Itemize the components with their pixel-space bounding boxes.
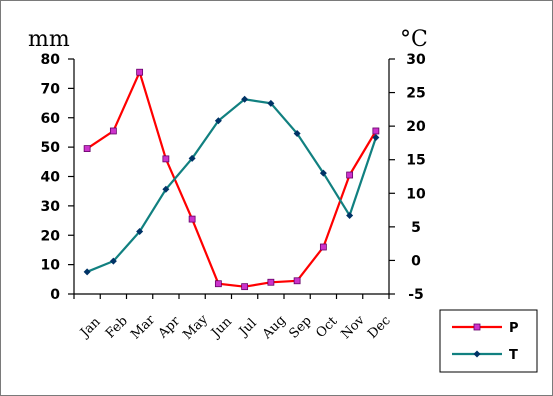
y-right-tick-label: 0: [411, 253, 421, 269]
x-tick-label: Oct: [313, 313, 341, 341]
y-right-tick-label: 25: [406, 86, 425, 102]
data-point-P: [267, 278, 275, 286]
data-point-P: [372, 127, 380, 135]
x-tick-label: Aug: [259, 313, 289, 343]
legend-label: T: [509, 348, 518, 363]
x-tick-label: Nov: [338, 312, 368, 342]
data-point-T: [136, 228, 144, 236]
data-point-T: [346, 211, 354, 219]
y-right-ticks: -5 0 5 10 15 20 25 30: [389, 52, 426, 303]
data-point-P: [319, 243, 327, 251]
series-line-P: [86, 69, 377, 288]
data-point-T: [162, 185, 170, 193]
legend-items: PT: [452, 321, 519, 363]
data-point-P: [136, 68, 144, 76]
data-point-T: [372, 134, 380, 142]
y-left-tick-label: 60: [41, 111, 61, 127]
data-point-P: [241, 283, 249, 291]
data-point-P: [83, 145, 91, 152]
y-left-tick-label: 0: [50, 287, 60, 303]
series-line-T: [86, 98, 377, 273]
x-tick-label: Mar: [128, 312, 158, 342]
data-point-T: [293, 130, 301, 138]
x-tick-label: Sep: [287, 313, 315, 341]
y-right-unit-label: °C: [400, 27, 428, 52]
data-point-T: [109, 257, 117, 265]
legend-box: [439, 309, 538, 373]
x-tick-label: Apr: [155, 313, 184, 342]
data-point-T: [241, 95, 249, 103]
data-point-T: [214, 117, 222, 125]
y-right-tick-label: 15: [406, 153, 425, 169]
y-left-tick-label: 50: [41, 140, 61, 156]
x-tick-label: Dec: [365, 313, 394, 342]
data-point-P: [109, 127, 117, 135]
legend-marker-P: [473, 323, 481, 331]
y-left-tick-label: 40: [41, 170, 61, 186]
y-right-tick-label: 30: [406, 52, 426, 68]
x-tick-label: May: [180, 312, 211, 343]
data-point-T: [188, 154, 196, 162]
x-tick-label: Jan: [76, 314, 104, 342]
y-left-tick-label: 10: [41, 258, 61, 274]
series-layer: [83, 68, 380, 291]
data-point-P: [162, 155, 170, 163]
data-point-P: [293, 277, 301, 285]
y-left-tick-label: 20: [41, 228, 61, 244]
y-left-ticks: 0 10 20 30 40 50 60 70 80: [41, 52, 74, 303]
data-point-T: [83, 268, 91, 276]
y-left-unit-label: mm: [28, 27, 70, 52]
y-right-tick-label: 10: [406, 186, 426, 202]
legend-label: P: [509, 321, 519, 336]
y-left-tick-label: 30: [41, 199, 61, 215]
x-tick-label: Jul: [235, 316, 260, 341]
legend: PT: [439, 309, 538, 373]
y-right-tick-label: -5: [408, 287, 424, 303]
data-point-T: [267, 99, 275, 107]
y-left-tick-label: 70: [41, 81, 61, 97]
x-tick-label: Jun: [207, 314, 235, 342]
data-point-P: [214, 280, 222, 288]
y-right-tick-label: 5: [411, 220, 421, 236]
data-point-P: [188, 215, 196, 223]
data-point-T: [319, 169, 327, 177]
y-left-tick-label: 80: [41, 52, 61, 68]
y-right-tick-label: 20: [406, 119, 426, 135]
x-tick-label: Feb: [103, 314, 131, 342]
data-point-P: [346, 171, 354, 179]
legend-marker-T: [473, 350, 481, 358]
